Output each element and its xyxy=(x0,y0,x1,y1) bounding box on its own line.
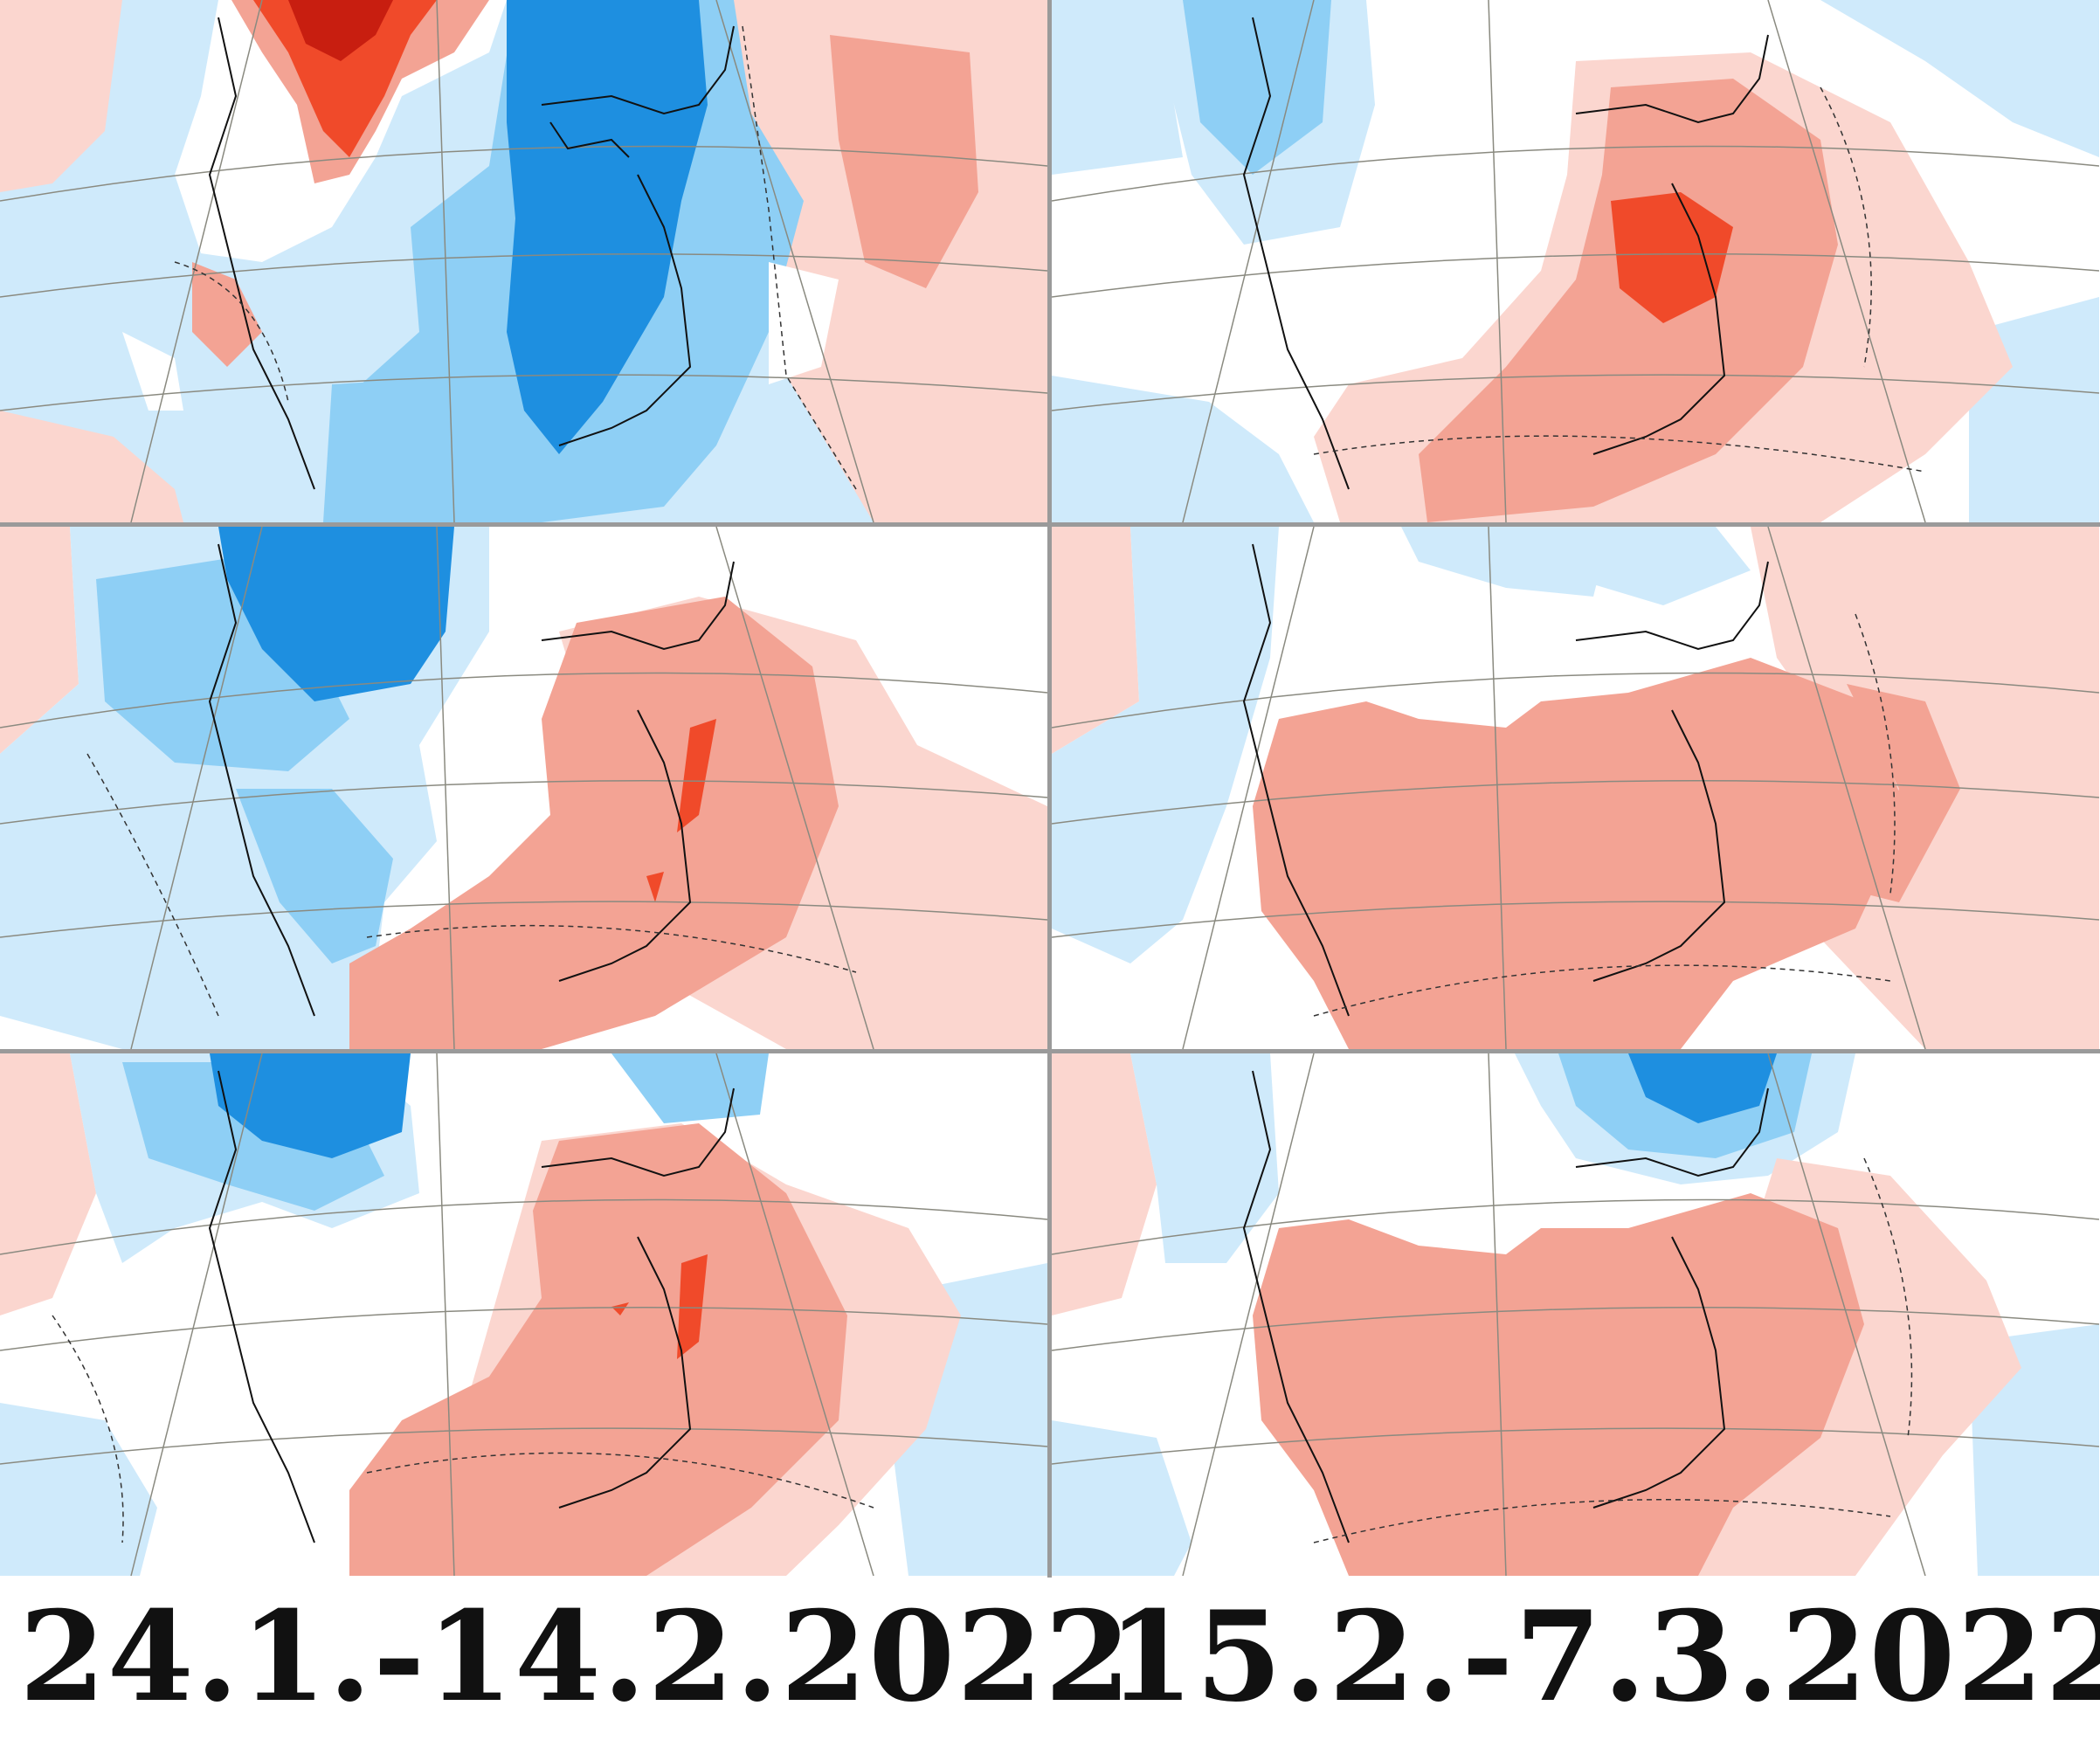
map-panel-week1-left xyxy=(0,0,1047,522)
anomaly-map xyxy=(0,0,1047,522)
anomaly-map xyxy=(0,527,1047,1049)
map-panel-week2-left xyxy=(0,527,1047,1049)
vertical-divider xyxy=(1047,0,1052,1578)
horizontal-divider xyxy=(0,1049,2100,1053)
caption-bar xyxy=(0,1578,2100,1747)
map-panel-week2-right xyxy=(1052,527,2099,1049)
anomaly-map xyxy=(1052,527,2099,1049)
map-panel-week3-right xyxy=(1052,1053,2099,1576)
date-range-right: 15.2.-7.3.2022 xyxy=(1108,1585,2100,1730)
map-panel-week3-left xyxy=(0,1053,1047,1576)
anomaly-map xyxy=(1052,1053,2099,1576)
forecast-map-grid xyxy=(0,0,2100,1578)
anomaly-map xyxy=(1052,0,2099,522)
date-range-left: 24.1.-14.2.2022 xyxy=(19,1585,1133,1730)
horizontal-divider xyxy=(0,522,2100,527)
anomaly-map xyxy=(0,1053,1047,1576)
map-panel-week1-right xyxy=(1052,0,2099,522)
